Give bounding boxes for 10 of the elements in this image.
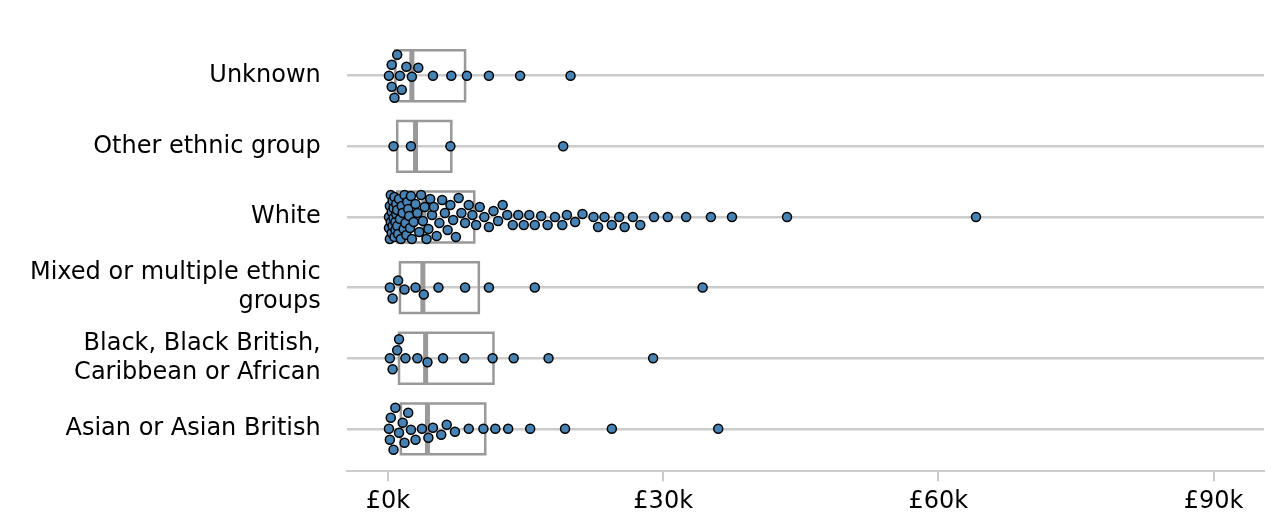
y-tick-label: Mixed or multiple ethnic groups (29, 257, 321, 315)
y-tick-label: Asian or Asian British (65, 413, 321, 442)
y-tick-label: White (250, 201, 321, 230)
x-tick-label: £30k (633, 485, 694, 514)
y-tick-label: Other ethnic group (93, 130, 321, 159)
y-tick-label: Unknown (209, 59, 321, 88)
x-tick-label: £60k (908, 485, 969, 514)
x-tick-label: £0k (365, 485, 411, 514)
y-tick-label: Black, Black British, Caribbean or African (74, 328, 321, 385)
x-tick-label: £90k (1183, 485, 1244, 514)
